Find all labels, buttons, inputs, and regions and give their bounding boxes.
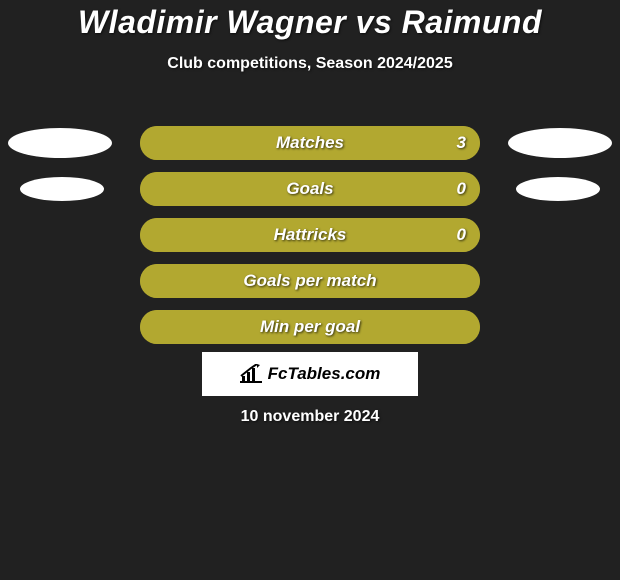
stat-rows: Matches 3 Goals 0 Hattricks 0 Goals per match M… xyxy=(0,120,620,350)
stat-label: Min per goal xyxy=(260,317,360,337)
stat-value: 0 xyxy=(457,225,466,245)
stat-row: Min per goal xyxy=(0,304,620,350)
watermark-text: FcTables.com xyxy=(268,364,381,384)
stat-label: Hattricks xyxy=(274,225,347,245)
watermark: FcTables.com xyxy=(202,352,418,396)
stat-value: 3 xyxy=(457,133,466,153)
stat-bar: Goals per match xyxy=(140,264,480,298)
stat-bar: Min per goal xyxy=(140,310,480,344)
stat-row: Matches 3 xyxy=(0,120,620,166)
stat-bar: Hattricks 0 xyxy=(140,218,480,252)
stat-row: Hattricks 0 xyxy=(0,212,620,258)
stat-label: Goals per match xyxy=(243,271,376,291)
page-title: Wladimir Wagner vs Raimund xyxy=(0,0,620,41)
stat-label: Matches xyxy=(276,133,344,153)
player-right-oval xyxy=(508,128,612,158)
subtitle: Club competitions, Season 2024/2025 xyxy=(0,55,620,73)
comparison-canvas: Wladimir Wagner vs Raimund Club competit… xyxy=(0,0,620,580)
stat-bar: Goals 0 xyxy=(140,172,480,206)
stat-value: 0 xyxy=(457,179,466,199)
player-right-oval xyxy=(516,177,600,201)
player-left-oval xyxy=(8,128,112,158)
stat-row: Goals 0 xyxy=(0,166,620,212)
stat-row: Goals per match xyxy=(0,258,620,304)
stat-label: Goals xyxy=(286,179,333,199)
chart-icon xyxy=(240,364,262,384)
date-line: 10 november 2024 xyxy=(0,408,620,426)
stat-bar: Matches 3 xyxy=(140,126,480,160)
player-left-oval xyxy=(20,177,104,201)
